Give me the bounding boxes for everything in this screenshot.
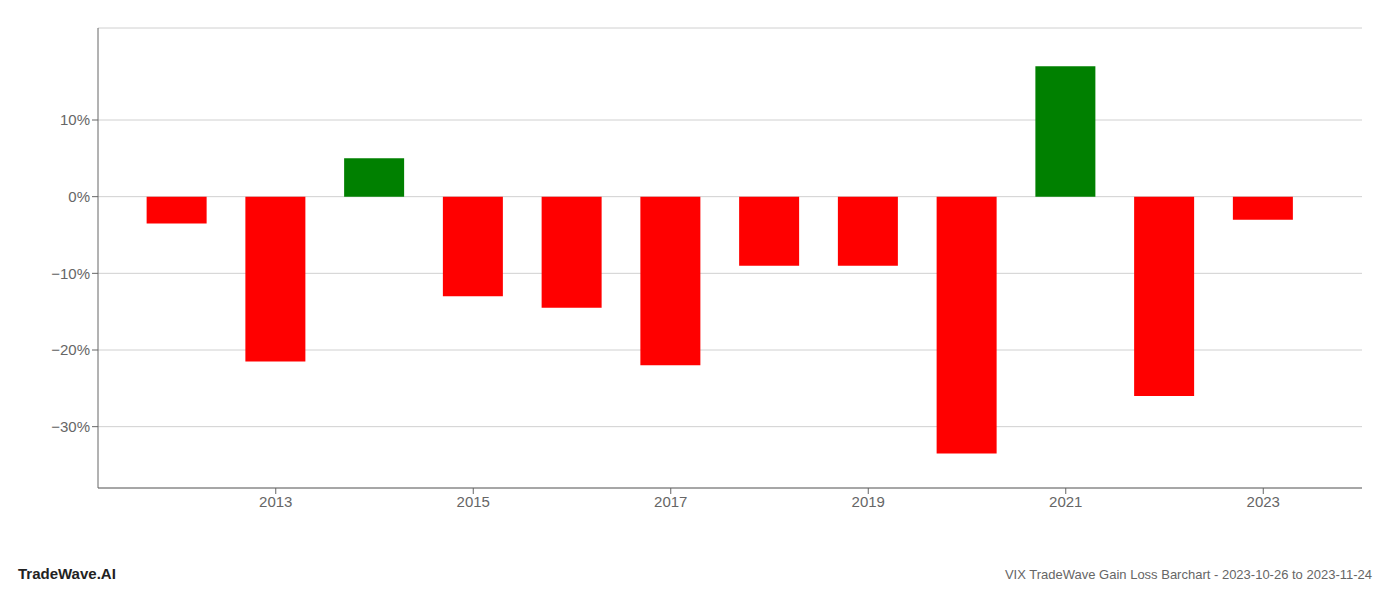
svg-text:2021: 2021 <box>1049 493 1082 510</box>
svg-text:10%: 10% <box>60 111 90 128</box>
svg-text:2013: 2013 <box>259 493 292 510</box>
svg-text:−10%: −10% <box>51 265 90 282</box>
html-text:TradeWave.AI: TradeWave.AI <box>18 565 116 582</box>
svg-text:−30%: −30% <box>51 418 90 435</box>
svg-text:2015: 2015 <box>457 493 490 510</box>
svg-text:2017: 2017 <box>654 493 687 510</box>
html-text:VIX TradeWave Gain Loss Barcha: VIX TradeWave Gain Loss Barchart - 2023-… <box>1004 567 1372 582</box>
svg-text:0%: 0% <box>68 188 90 205</box>
svg-text:2023: 2023 <box>1247 493 1280 510</box>
svg-text:2019: 2019 <box>852 493 885 510</box>
svg-text:−20%: −20% <box>51 341 90 358</box>
